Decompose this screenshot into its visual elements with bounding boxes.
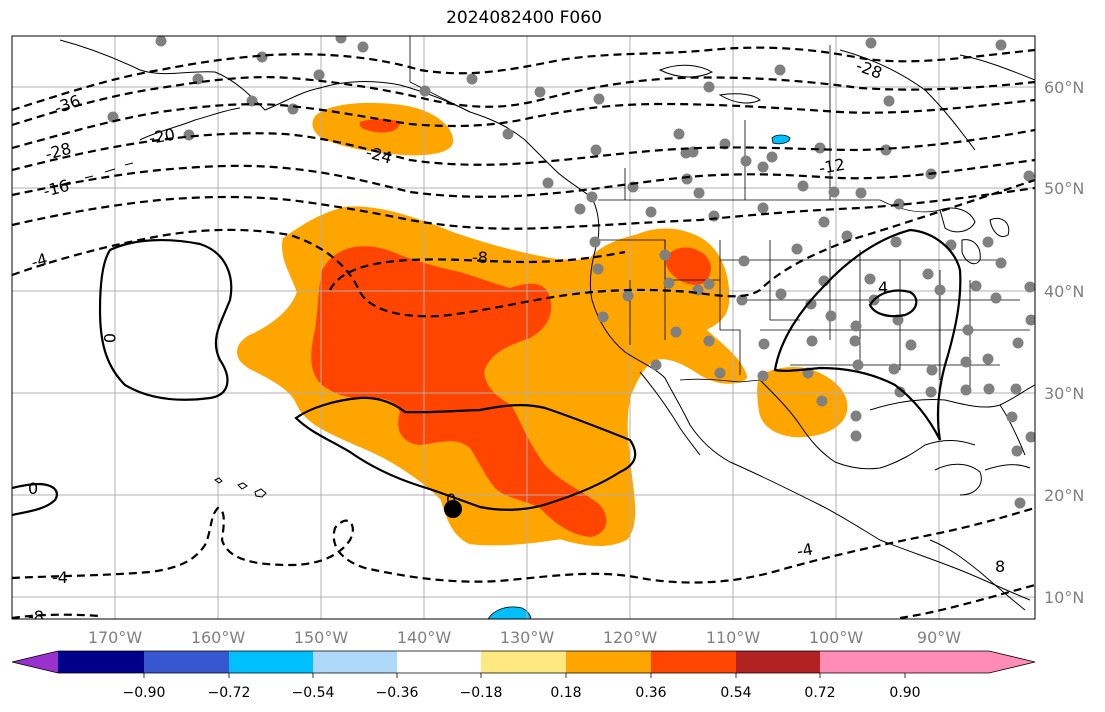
colorbar-extend-right — [905, 651, 1035, 673]
colorbar-extend-left — [12, 651, 58, 673]
contour-label: -8 — [472, 248, 488, 267]
contour-label: -4 — [29, 249, 49, 271]
lat-tick-label: 50°N — [1044, 179, 1084, 198]
colorbar-tick-label: −0.18 — [460, 685, 503, 701]
contour-label: -4 — [795, 539, 814, 560]
storm-position-marker — [444, 500, 462, 518]
colorbar-ticks — [143, 673, 906, 678]
lon-tick-label: 130°W — [500, 628, 555, 647]
anomaly-red-region-alaska — [359, 119, 400, 133]
contour-label: -4 — [52, 568, 68, 587]
anomaly-red-region-dakota — [665, 247, 711, 285]
colorbar-tick-label: 0.36 — [635, 685, 666, 701]
contour-label: 0 — [28, 479, 38, 498]
latitude-axis: 60°N 50°N 40°N 30°N 20°N 10°N — [1044, 78, 1084, 607]
colorbar-tick-label: −0.36 — [376, 685, 419, 701]
colorbar-outline — [11, 650, 1036, 674]
contour-label: 4 — [878, 278, 888, 297]
contour-label: -8 — [28, 607, 44, 626]
solid-contours — [12, 228, 962, 517]
lat-tick-label: 10°N — [1044, 588, 1084, 607]
coastlines — [59, 39, 1035, 611]
graticule — [12, 36, 1035, 619]
colorbar-tick-label: −0.90 — [123, 685, 166, 701]
dashed-contours — [12, 46, 1035, 619]
contour-label: 8 — [995, 557, 1005, 576]
colorbar: −0.90 −0.72 −0.54 −0.36 −0.18 0.18 0.36 … — [11, 650, 1036, 701]
anomaly-blue-region-canada — [771, 134, 791, 145]
contour-label: 0 — [446, 490, 456, 509]
colorbar-segment — [566, 651, 651, 673]
colorbar-segment — [736, 651, 820, 673]
lat-tick-label: 60°N — [1044, 78, 1084, 97]
colorbar-tick-label: 0.72 — [804, 685, 835, 701]
colorbar-segment — [651, 651, 736, 673]
colorbar-tick-label: 0.54 — [720, 685, 751, 701]
colorbar-tick-label: 0.90 — [889, 685, 920, 701]
station-dots — [107, 36, 1035, 509]
lon-tick-label: 140°W — [397, 628, 452, 647]
colorbar-tick-label: −0.54 — [292, 685, 335, 701]
colorbar-segment — [58, 651, 144, 673]
lat-tick-label: 20°N — [1044, 486, 1084, 505]
lat-tick-label: 30°N — [1044, 384, 1084, 403]
contour-label: -20 — [147, 125, 176, 148]
colorbar-segment — [397, 651, 481, 673]
contour-label: 0 — [100, 333, 119, 343]
colorbar-segment — [229, 651, 313, 673]
map-border — [11, 35, 1036, 620]
contour-labels: -36 -28 -20 -16 -24 -12 -8 -4 0 0 0 4 -4… — [28, 56, 1005, 626]
colorbar-tick-label: −0.72 — [208, 685, 251, 701]
lon-tick-label: 120°W — [603, 628, 658, 647]
lon-tick-label: 100°W — [809, 628, 864, 647]
lon-tick-label: 160°W — [191, 628, 246, 647]
lon-tick-label: 110°W — [706, 628, 761, 647]
lon-tick-label: 170°W — [88, 628, 143, 647]
colorbar-segment — [144, 651, 229, 673]
lon-tick-label: 150°W — [294, 628, 349, 647]
colorbar-tick-label: 0.18 — [550, 685, 581, 701]
chart-title: 2024082400 F060 — [446, 8, 602, 28]
colorbar-segment — [313, 651, 397, 673]
anomaly-blue-region-south — [487, 606, 532, 619]
colorbar-segment — [820, 651, 905, 673]
longitude-axis: 170°W 160°W 150°W 140°W 130°W 120°W 110°… — [88, 628, 961, 647]
contour-label: -12 — [817, 155, 846, 178]
colorbar-segment — [481, 651, 566, 673]
lat-tick-label: 40°N — [1044, 282, 1084, 301]
anomaly-red-region — [311, 246, 607, 537]
lon-tick-label: 90°W — [917, 628, 961, 647]
